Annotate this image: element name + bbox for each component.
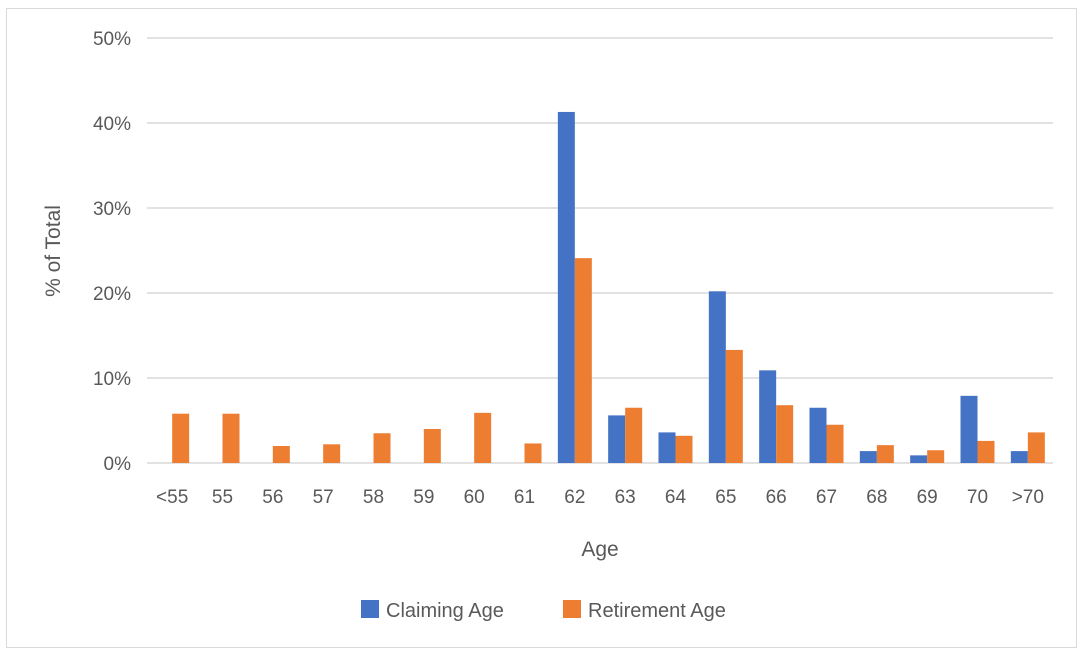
bar-claiming-age	[608, 415, 626, 463]
x-tick-label: 56	[262, 487, 283, 508]
y-tick-label: 30%	[93, 199, 131, 220]
bar-retirement-age	[574, 258, 592, 463]
x-tick-label: 60	[464, 487, 485, 508]
bar-claiming-age	[658, 432, 676, 463]
legend-label-retirement-age: Retirement Age	[588, 600, 726, 622]
legend-label-claiming-age: Claiming Age	[386, 600, 504, 622]
bar-retirement-age	[172, 413, 190, 463]
bar-retirement-age	[927, 450, 945, 463]
bar-retirement-age	[625, 407, 643, 463]
x-tick-label: 64	[665, 487, 687, 508]
gridlines	[147, 37, 1053, 464]
bar-retirement-age	[977, 440, 995, 463]
y-tick-label: 20%	[93, 284, 131, 305]
bar-claiming-age	[859, 451, 877, 463]
x-tick-label: 57	[313, 487, 334, 508]
bar-retirement-age	[423, 429, 441, 463]
x-tick-label: 68	[866, 487, 887, 508]
bar-retirement-age	[323, 444, 341, 463]
legend-swatch-retirement-age	[563, 600, 581, 618]
bar-retirement-age	[675, 435, 693, 463]
y-axis-ticks: 0% 10% 20% 30% 40% 50%	[93, 29, 131, 475]
bar-retirement-age	[373, 433, 391, 463]
x-tick-label: 62	[564, 487, 585, 508]
x-axis-title: Age	[581, 538, 618, 561]
x-tick-label: 55	[212, 487, 233, 508]
y-tick-label: 50%	[93, 29, 131, 50]
x-axis-ticks: <55 55 56 57 58 59 60 61 62 63 64 65 66 67 68 69 70 >70	[156, 487, 1044, 508]
x-tick-label: 61	[514, 487, 535, 508]
bar-retirement-age	[1027, 432, 1045, 463]
x-tick-label: 59	[413, 487, 434, 508]
legend-swatch-claiming-age	[361, 600, 379, 618]
bar-claiming-age	[1010, 451, 1028, 463]
bar-claiming-age	[960, 395, 978, 463]
x-tick-label: 65	[715, 487, 736, 508]
y-tick-label: 0%	[104, 454, 132, 475]
bar-retirement-age	[876, 445, 894, 463]
x-tick-label: 66	[766, 487, 787, 508]
x-tick-label: 67	[816, 487, 837, 508]
bar-retirement-age	[222, 413, 240, 463]
chart-frame	[6, 8, 1077, 648]
bar-retirement-age	[826, 424, 844, 463]
bar-retirement-age	[776, 405, 794, 463]
x-tick-label: <55	[156, 487, 188, 508]
x-tick-label: >70	[1012, 487, 1044, 508]
bar-claiming-age	[809, 407, 827, 463]
bar-claiming-age	[910, 455, 928, 463]
x-tick-label: 70	[967, 487, 988, 508]
bar-retirement-age	[725, 349, 743, 463]
x-tick-label: 69	[917, 487, 938, 508]
bar-retirement-age	[272, 446, 290, 463]
bar-claiming-age	[557, 111, 575, 463]
bar-claiming-age	[708, 291, 726, 463]
bar-retirement-age	[474, 412, 492, 463]
bar-claiming-age	[759, 370, 777, 463]
bar-retirement-age	[524, 443, 542, 463]
x-tick-label: 63	[615, 487, 636, 508]
x-tick-label: 58	[363, 487, 384, 508]
bars	[172, 111, 1045, 463]
y-tick-label: 40%	[93, 114, 131, 135]
y-tick-label: 10%	[93, 369, 131, 390]
y-axis-title: % of Total	[42, 205, 65, 297]
legend: Claiming Age Retirement Age	[361, 600, 726, 622]
